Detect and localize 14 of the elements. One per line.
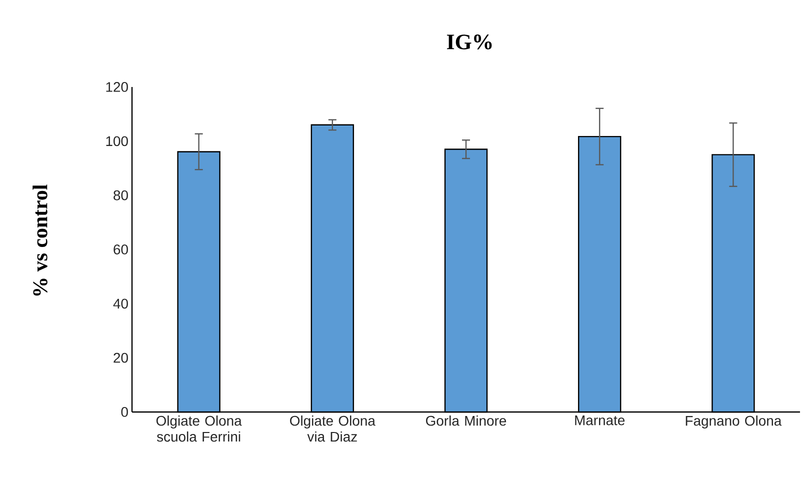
y-tick-label: 80: [114, 190, 128, 200]
y-tick-label: 40: [113, 298, 128, 309]
y-axis-title: % vs control: [32, 184, 48, 296]
chart-title: IG%: [446, 34, 492, 50]
x-tick-label: Gorla Minore: [426, 416, 506, 426]
y-tick-label: 60: [114, 244, 128, 254]
y-tick-label: 100: [106, 136, 128, 146]
x-tick-label: Olgiate Olona scuola Ferrini: [156, 416, 242, 442]
x-tick-label: Olgiate Olona via Diaz: [290, 416, 376, 442]
x-tick-label: Fagnano Olona: [686, 416, 782, 429]
x-tick-label: Marnate: [575, 416, 625, 426]
y-tick-label: 20: [114, 352, 128, 363]
y-tick-label: 120: [106, 82, 128, 92]
y-tick-label: 0: [121, 407, 128, 417]
